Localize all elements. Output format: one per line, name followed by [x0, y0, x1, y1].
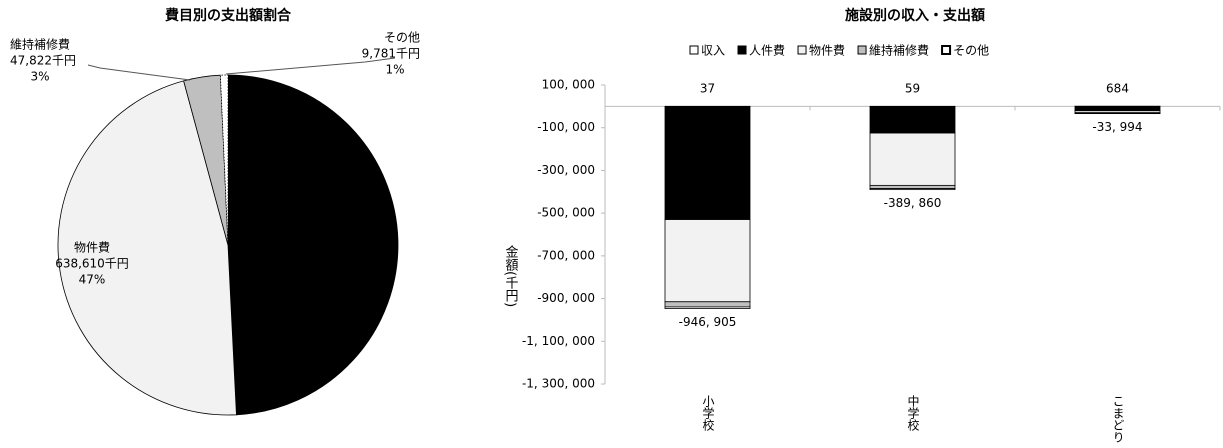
y-tick-label: -100, 000 [537, 120, 595, 134]
legend-swatch [737, 45, 747, 55]
leader-line [87, 64, 191, 81]
slice-percent-label: 1% [385, 63, 404, 77]
legend-swatch [797, 45, 807, 55]
bar-segment [1074, 105, 1161, 112]
bar-segment [869, 188, 956, 191]
bar-segment [664, 306, 751, 309]
legend-label: 物件費 [809, 43, 845, 58]
bar-segment [664, 105, 751, 220]
x-tick-label: 中学校 [906, 394, 920, 431]
slice-name: その他 [384, 31, 420, 45]
x-tick-label: 小学校 [701, 395, 715, 431]
y-tick-label: -900, 000 [537, 291, 595, 305]
bar-segment [664, 219, 751, 303]
bar-title: 施設別の収入・支出額 [845, 7, 985, 24]
legend-swatch [857, 45, 867, 55]
bar-segment [664, 301, 751, 308]
legend-swatch [689, 45, 699, 55]
slice-percent-label: 3% [30, 70, 49, 84]
income-label: 684 [1106, 82, 1129, 96]
slice-name: 人件費 [327, 208, 363, 223]
legend-label: その他 [953, 44, 989, 58]
y-axis-label: 金額(千円) [503, 244, 519, 307]
y-tick-label: 100, 000 [542, 78, 595, 92]
y-tick-label: -1, 100, 000 [522, 334, 595, 348]
slice-name: 維持補修費 [10, 37, 70, 52]
bar-segment [869, 132, 956, 186]
slice-percent-label: 47% [79, 273, 106, 287]
total-label: -33, 994 [1092, 120, 1142, 134]
leader-line [225, 57, 396, 75]
x-tick-label: こまどり [1111, 395, 1125, 443]
total-label: -946, 905 [679, 315, 737, 329]
slice-value-label: 674,545千円 [306, 224, 385, 239]
y-tick-label: -1, 300, 000 [522, 377, 595, 391]
slice-name: 物件費 [74, 240, 110, 255]
income-label: 59 [905, 82, 920, 96]
y-tick-label: -500, 000 [537, 206, 595, 220]
total-label: -389, 860 [884, 196, 942, 210]
income-label: 37 [700, 82, 715, 96]
y-tick-label: -300, 000 [537, 163, 595, 177]
pie-title: 費目別の支出額割合 [165, 7, 292, 24]
pie-slice [183, 74, 229, 246]
y-tick-label: -700, 000 [537, 248, 595, 262]
legend-label: 維持補修費 [869, 43, 929, 58]
slice-value-label: 47,822千円 [10, 54, 76, 68]
slice-value-label: 9,781千円 [362, 47, 420, 61]
pie-slice [57, 80, 237, 416]
slice-value-label: 638,610千円 [55, 257, 129, 271]
legend-label: 人件費 [749, 43, 785, 58]
pie-slice [219, 74, 229, 246]
slice-percent-label: 49% [331, 241, 360, 255]
pie-slice [227, 74, 399, 416]
bar-segment [869, 184, 956, 189]
legend-label: 収入 [701, 44, 725, 58]
legend-swatch [941, 45, 952, 55]
bar-segment [869, 105, 956, 134]
